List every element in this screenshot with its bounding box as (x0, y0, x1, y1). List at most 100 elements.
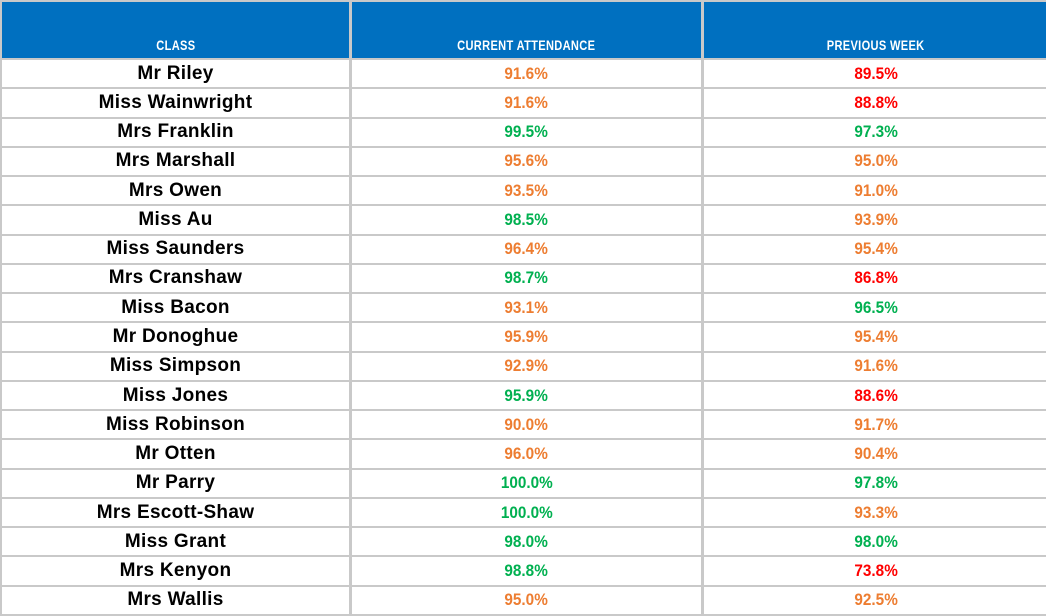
current-attendance-cell[interactable]: 93.5% (352, 177, 701, 205)
previous-week-cell[interactable]: 95.4% (704, 235, 1046, 263)
current-attendance-value: 98.0% (504, 531, 549, 551)
current-attendance-cell[interactable]: 99.5% (352, 118, 701, 146)
previous-week-cell[interactable]: 98.0% (704, 528, 1046, 556)
current-attendance-cell[interactable]: 92.9% (352, 352, 701, 380)
class-name-cell[interactable]: Mrs Owen (2, 177, 349, 205)
previous-week-cell[interactable]: 91.0% (704, 177, 1046, 205)
previous-week-cell[interactable]: 92.5% (704, 586, 1046, 614)
class-name-cell[interactable]: Mrs Marshall (2, 147, 349, 176)
class-name-cell[interactable]: Miss Au (2, 206, 349, 234)
class-name-cell[interactable]: Mr Riley (2, 60, 349, 88)
class-name-cell[interactable]: Mrs Kenyon (2, 557, 349, 585)
previous-week-cell[interactable]: 86.8% (704, 264, 1046, 293)
previous-week-value: 95.4% (854, 326, 898, 346)
column-header-previous-week[interactable]: PREVIOUS WEEK (704, 2, 1046, 58)
previous-week-value: 91.6% (854, 356, 898, 376)
current-attendance-value: 91.6% (504, 63, 549, 83)
current-attendance-cell[interactable]: 91.6% (352, 60, 701, 88)
current-attendance-value: 92.9% (504, 356, 549, 376)
class-name-text: Mr Otten (135, 443, 216, 465)
previous-week-cell[interactable]: 95.0% (704, 147, 1046, 176)
class-name-cell[interactable]: Mrs Wallis (2, 586, 349, 614)
current-attendance-cell[interactable]: 93.1% (352, 294, 701, 322)
class-name-cell[interactable]: Miss Bacon (2, 294, 349, 322)
current-attendance-cell[interactable]: 91.6% (352, 89, 701, 117)
class-name-cell[interactable]: Mrs Escott-Shaw (2, 498, 349, 527)
current-attendance-value: 98.7% (504, 268, 549, 288)
previous-week-cell[interactable]: 97.3% (704, 118, 1046, 146)
class-name-text: Mrs Owen (128, 179, 223, 201)
class-name-text: Miss Wainwright (98, 91, 253, 113)
class-name-cell[interactable]: Mr Donoghue (2, 323, 349, 351)
previous-week-cell[interactable]: 93.9% (704, 206, 1046, 234)
previous-week-value: 95.0% (854, 151, 898, 171)
column-header-current-attendance[interactable]: CURRENT ATTENDANCE (352, 2, 701, 58)
current-attendance-value: 96.4% (504, 239, 549, 259)
current-attendance-cell[interactable]: 96.4% (352, 235, 701, 263)
current-attendance-cell[interactable]: 95.9% (352, 323, 701, 351)
class-name-cell[interactable]: Miss Jones (2, 381, 349, 410)
current-attendance-cell[interactable]: 95.9% (352, 381, 701, 410)
column-header-class[interactable]: CLASS (2, 2, 349, 58)
previous-week-cell[interactable]: 93.3% (704, 498, 1046, 527)
current-attendance-cell[interactable]: 98.8% (352, 557, 701, 585)
class-name-cell[interactable]: Mrs Franklin (2, 118, 349, 146)
previous-week-cell[interactable]: 95.4% (704, 323, 1046, 351)
current-attendance-cell[interactable]: 95.0% (352, 586, 701, 614)
class-name-text: Mrs Cranshaw (108, 267, 243, 289)
current-attendance-value: 95.9% (504, 385, 549, 405)
previous-week-value: 88.6% (854, 385, 898, 405)
class-name-cell[interactable]: Mr Parry (2, 469, 349, 497)
class-name-text: Mrs Escott-Shaw (96, 501, 255, 523)
previous-week-value: 91.0% (854, 180, 898, 200)
previous-week-cell[interactable]: 90.4% (704, 440, 1046, 468)
class-name-cell[interactable]: Miss Robinson (2, 411, 349, 439)
current-attendance-value: 95.6% (504, 151, 549, 171)
current-attendance-cell[interactable]: 100.0% (352, 498, 701, 527)
class-name-cell[interactable]: Mrs Cranshaw (2, 264, 349, 293)
previous-week-cell[interactable]: 96.5% (704, 294, 1046, 322)
current-attendance-cell[interactable]: 96.0% (352, 440, 701, 468)
class-name-cell[interactable]: Mr Otten (2, 440, 349, 468)
previous-week-value: 93.9% (854, 209, 898, 229)
class-name-text: Mr Donoghue (112, 325, 239, 347)
current-attendance-value: 95.9% (504, 326, 549, 346)
previous-week-value: 90.4% (854, 444, 898, 464)
previous-week-cell[interactable]: 88.6% (704, 381, 1046, 410)
current-attendance-value: 96.0% (504, 444, 549, 464)
current-attendance-value: 95.0% (504, 590, 549, 610)
previous-week-cell[interactable]: 91.7% (704, 411, 1046, 439)
class-name-text: Mrs Wallis (127, 589, 224, 611)
previous-week-cell[interactable]: 97.8% (704, 469, 1046, 497)
current-attendance-value: 91.6% (504, 92, 549, 112)
current-attendance-value: 99.5% (504, 122, 549, 142)
current-attendance-cell[interactable]: 98.0% (352, 528, 701, 556)
current-attendance-cell[interactable]: 90.0% (352, 411, 701, 439)
previous-week-value: 97.3% (854, 122, 898, 142)
class-name-cell[interactable]: Miss Saunders (2, 235, 349, 263)
current-attendance-cell[interactable]: 100.0% (352, 469, 701, 497)
class-name-text: Miss Simpson (109, 355, 242, 377)
current-attendance-cell[interactable]: 98.5% (352, 206, 701, 234)
class-name-text: Miss Au (138, 208, 213, 230)
previous-week-cell[interactable]: 73.8% (704, 557, 1046, 585)
previous-week-cell[interactable]: 88.8% (704, 89, 1046, 117)
previous-week-value: 92.5% (854, 590, 898, 610)
class-name-text: Mr Riley (137, 62, 214, 84)
previous-week-value: 86.8% (854, 268, 898, 288)
current-attendance-cell[interactable]: 98.7% (352, 264, 701, 293)
previous-week-cell[interactable]: 91.6% (704, 352, 1046, 380)
class-name-cell[interactable]: Miss Wainwright (2, 89, 349, 117)
class-name-cell[interactable]: Miss Simpson (2, 352, 349, 380)
class-name-text: Mrs Franklin (117, 121, 234, 143)
current-attendance-value: 93.5% (504, 180, 549, 200)
current-attendance-value: 100.0% (500, 473, 553, 493)
column-header-class-label: CLASS (155, 38, 196, 53)
current-attendance-cell[interactable]: 95.6% (352, 147, 701, 176)
class-name-text: Mrs Marshall (115, 150, 236, 172)
current-attendance-value: 98.8% (504, 561, 549, 581)
class-name-cell[interactable]: Miss Grant (2, 528, 349, 556)
previous-week-cell[interactable]: 89.5% (704, 60, 1046, 88)
current-attendance-value: 98.5% (504, 209, 549, 229)
